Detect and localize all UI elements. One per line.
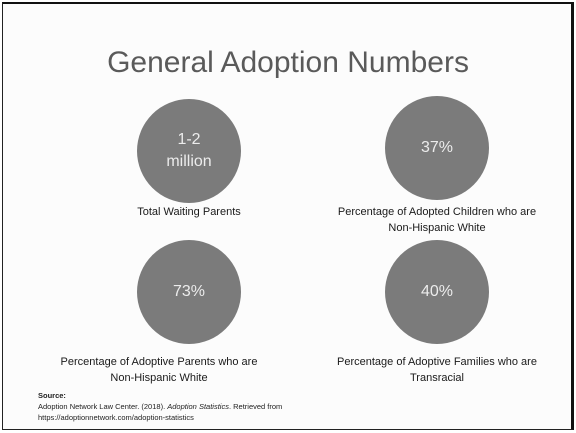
citation-title: Adoption Statistics <box>167 402 229 411</box>
label-line: Percentage of Adopted Children who are <box>337 206 537 218</box>
source-url: https://adoptionnetwork.com/adoption-sta… <box>38 413 194 422</box>
source-heading: Source: <box>38 391 66 400</box>
label-line: Non-Hispanic White <box>388 222 486 234</box>
slide-title: General Adoption Numbers <box>107 46 469 79</box>
stat-circle: 73% <box>137 240 241 344</box>
source-citation: Adoption Network Law Center. (2018). Ado… <box>38 402 282 411</box>
stat-value: 37% <box>420 139 454 156</box>
stat-label: Percentage of Adoptive Families who are T… <box>297 354 576 386</box>
stat-value: 40% <box>420 283 454 300</box>
stat-circle: 1-2 million <box>137 99 241 203</box>
label-line: Percentage of Adoptive Parents who are <box>60 356 258 368</box>
label-line: Percentage of Adoptive Families who are <box>337 356 537 368</box>
stat-circle: 40% <box>385 240 489 344</box>
citation-end: . Retrieved from <box>228 402 283 411</box>
stat-value: 1-2 million <box>166 131 212 170</box>
label-line: Non-Hispanic White <box>110 372 208 384</box>
stat-circle: 37% <box>385 96 489 200</box>
stat-label: Percentage of Adopted Children who are No… <box>297 204 576 236</box>
stat-label: Total Waiting Parents <box>49 204 329 220</box>
label-line: Total Waiting Parents <box>137 206 241 218</box>
stat-label: Percentage of Adoptive Parents who are No… <box>19 354 299 386</box>
label-line: Transracial <box>410 372 464 384</box>
citation-start: Adoption Network Law Center. (2018). <box>38 402 166 411</box>
stat-value: 73% <box>172 283 206 300</box>
